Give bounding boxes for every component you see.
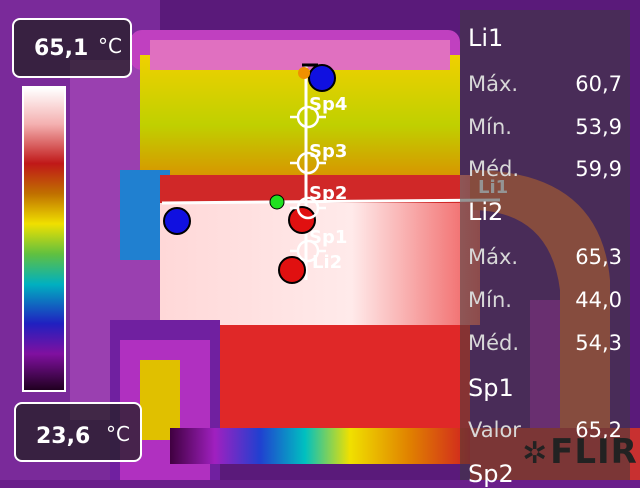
warm-marker [298,67,310,79]
panel-li1-max-label: Máx. [468,72,519,96]
panel-li2-min-label: Mín. [468,288,512,312]
spot-sp4-label: Sp4 [309,94,347,115]
line-li2-label: Li2 [312,252,342,273]
panel-li2-avg-value: 54,3 [575,331,622,355]
panel-li2-avg-label: Méd. [468,331,520,355]
panel-li2-title: Li2 [468,198,504,226]
panel-li1-avg-value: 59,9 [575,157,622,181]
spot-sp2-label: Sp2 [309,183,347,204]
max-temperature-value: 65,1 [34,36,89,61]
measurement-panel: Li1 Máx. 60,7 Mín. 53,9 Méd. 59,9 Li2 Má… [460,10,630,488]
panel-li2-max-value: 65,3 [575,245,622,269]
panel-sp1-value: 65,2 [575,418,622,442]
hot-marker-li1 [269,194,285,210]
panel-sp2-title: Sp2 [468,460,514,488]
min-temperature-unit: °C [106,422,130,446]
panel-li1-title: Li1 [468,24,504,52]
panel-li1-avg-label: Méd. [468,157,520,181]
min-temperature-value: 23,6 [36,424,91,449]
panel-li2-max-label: Máx. [468,245,519,269]
panel-sp1-title: Sp1 [468,374,514,402]
spot-sp1-label: Sp1 [309,227,347,248]
color-scale-bar [22,86,66,392]
line-li1[interactable] [161,198,501,205]
min-temperature-box: 23,6 °C [14,402,142,462]
panel-li1-max-value: 60,7 [575,72,622,96]
cold-spot-marker-li1 [163,207,191,235]
hot-spot-marker [288,206,316,234]
panel-li1-min-value: 53,9 [575,115,622,139]
hot-spot-marker-li2 [278,256,306,284]
cold-spot-marker-li2 [308,64,336,92]
panel-sp1-value-label: Valor [468,418,521,442]
max-temperature-unit: °C [98,34,122,58]
flir-logo-icon: ✲ [522,436,549,471]
max-temperature-box: 65,1 °C [12,18,132,78]
panel-li1-min-label: Mín. [468,115,512,139]
flir-logo: ✲FLIR [522,432,638,472]
flir-logo-text: FLIR [550,432,638,472]
panel-li2-min-value: 44,0 [575,288,622,312]
spot-sp3-label: Sp3 [309,141,347,162]
